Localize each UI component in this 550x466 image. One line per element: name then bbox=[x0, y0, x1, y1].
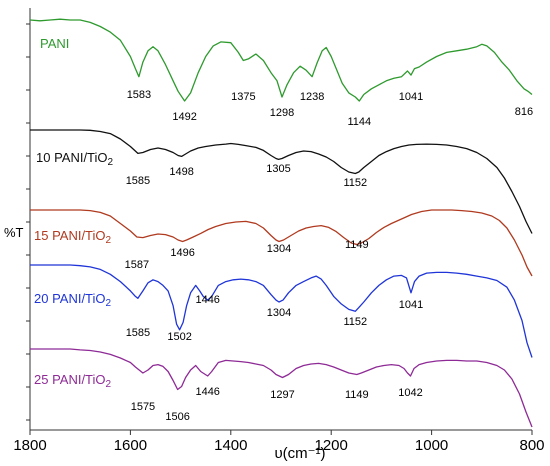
peak-label: 1149 bbox=[345, 389, 369, 401]
chart-axes bbox=[26, 8, 533, 435]
peak-label: 1587 bbox=[125, 259, 149, 271]
peak-label: 1041 bbox=[399, 91, 423, 103]
series-line-3 bbox=[30, 209, 533, 277]
series-line-5 bbox=[30, 348, 533, 428]
peak-label: 1375 bbox=[231, 91, 255, 103]
peak-label: 1238 bbox=[300, 91, 324, 103]
peak-label: 1152 bbox=[343, 177, 367, 189]
peak-label: 1502 bbox=[167, 331, 191, 343]
x-tick-label: 1400 bbox=[214, 437, 247, 454]
y-axis-title: %T bbox=[4, 225, 24, 240]
x-tick-label: 1000 bbox=[415, 437, 448, 454]
series-label-1: PANI bbox=[40, 36, 69, 51]
peak-label: 1583 bbox=[127, 89, 151, 101]
peak-label: 1585 bbox=[126, 327, 150, 339]
spectra-lines bbox=[29, 18, 533, 428]
chart-labels: 1800 1600 1400 1200 1000 800 υ(cm⁻¹) %T PANI 1583… bbox=[4, 36, 545, 462]
peak-label: 1305 bbox=[266, 163, 290, 175]
series-label-3: 15 PANI/TiO2 bbox=[34, 228, 112, 246]
peak-label: 816 bbox=[515, 106, 533, 118]
peak-label: 1446 bbox=[195, 386, 219, 398]
peak-label: 1304 bbox=[267, 243, 291, 255]
peak-label: 1149 bbox=[345, 239, 369, 251]
series-line-4 bbox=[30, 264, 533, 358]
x-tick-label: 1200 bbox=[315, 437, 348, 454]
peak-label: 1042 bbox=[398, 387, 422, 399]
peak-label: 1144 bbox=[347, 116, 371, 128]
x-tick-label: 1600 bbox=[114, 437, 147, 454]
peak-label: 1041 bbox=[399, 299, 423, 311]
x-tick-label: 1800 bbox=[13, 437, 46, 454]
series-label-4: 20 PANI/TiO2 bbox=[34, 291, 112, 309]
series-label-5: 25 PANI/TiO2 bbox=[34, 372, 112, 390]
peak-label: 1492 bbox=[172, 111, 196, 123]
x-axis-title: υ(cm⁻¹) bbox=[274, 445, 325, 462]
peak-label: 1298 bbox=[270, 107, 294, 119]
peak-label: 1575 bbox=[131, 401, 155, 413]
peak-label: 1304 bbox=[267, 307, 291, 319]
peak-label: 1496 bbox=[170, 247, 194, 259]
series-line-2 bbox=[30, 129, 533, 234]
x-tick-label: 800 bbox=[519, 437, 544, 454]
peak-label: 1297 bbox=[270, 389, 294, 401]
peak-label: 1498 bbox=[169, 166, 193, 178]
peak-label: 1446 bbox=[195, 294, 219, 306]
peak-label: 1506 bbox=[165, 411, 189, 423]
series-label-2: 10 PANI/TiO2 bbox=[36, 150, 114, 168]
peak-label: 1585 bbox=[126, 175, 150, 187]
series-line-1 bbox=[29, 18, 533, 102]
peak-label: 1152 bbox=[343, 316, 367, 328]
